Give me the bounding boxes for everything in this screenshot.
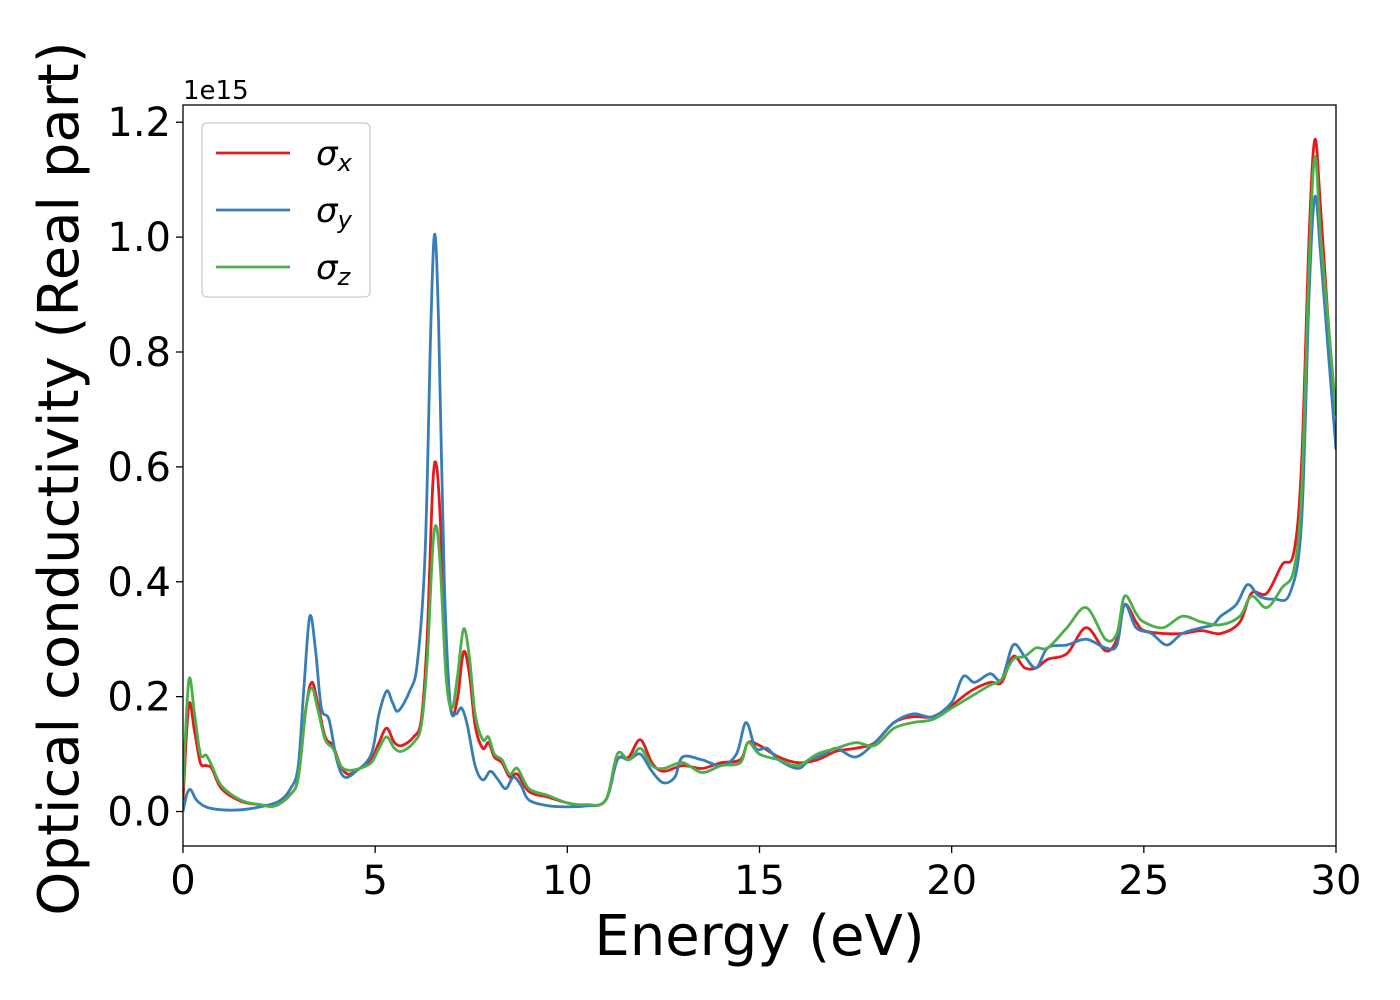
legend-label-z: σz — [316, 248, 352, 291]
x-tick-label: 10 — [542, 858, 593, 904]
y-tick-label: 0.4 — [107, 560, 171, 606]
x-tick-label: 5 — [362, 858, 387, 904]
series-line-y — [183, 194, 1336, 812]
x-tick-label: 20 — [926, 858, 977, 904]
ticks-layer: 0 5 10 15 20 25 30 0.0 0.2 0.4 0.6 0.8 1.0 1.2 — [107, 100, 1361, 904]
legend-label-x: σx — [316, 134, 353, 177]
legend: σx σy σz — [201, 122, 371, 298]
y-tick-label: 1.0 — [107, 215, 171, 261]
x-tick-label: 0 — [170, 858, 195, 904]
y-axis-title: Optical conductivity (Real part) — [27, 41, 92, 915]
x-tick-label: 15 — [734, 858, 785, 904]
y-tick-label: 0.8 — [107, 330, 171, 376]
x-tick-label: 25 — [1118, 858, 1169, 904]
series-line-z — [183, 155, 1336, 808]
x-tick-label: 30 — [1311, 858, 1362, 904]
y-tick-label: 0.0 — [107, 790, 171, 836]
y-offset-label: 1e15 — [183, 76, 249, 106]
x-axis-title: Energy (eV) — [594, 904, 924, 969]
series-layer — [183, 138, 1336, 812]
y-tick-label: 1.2 — [107, 100, 171, 146]
y-tick-label: 0.2 — [107, 675, 171, 721]
legend-label-y: σy — [316, 191, 353, 234]
y-tick-label: 0.6 — [107, 445, 171, 491]
